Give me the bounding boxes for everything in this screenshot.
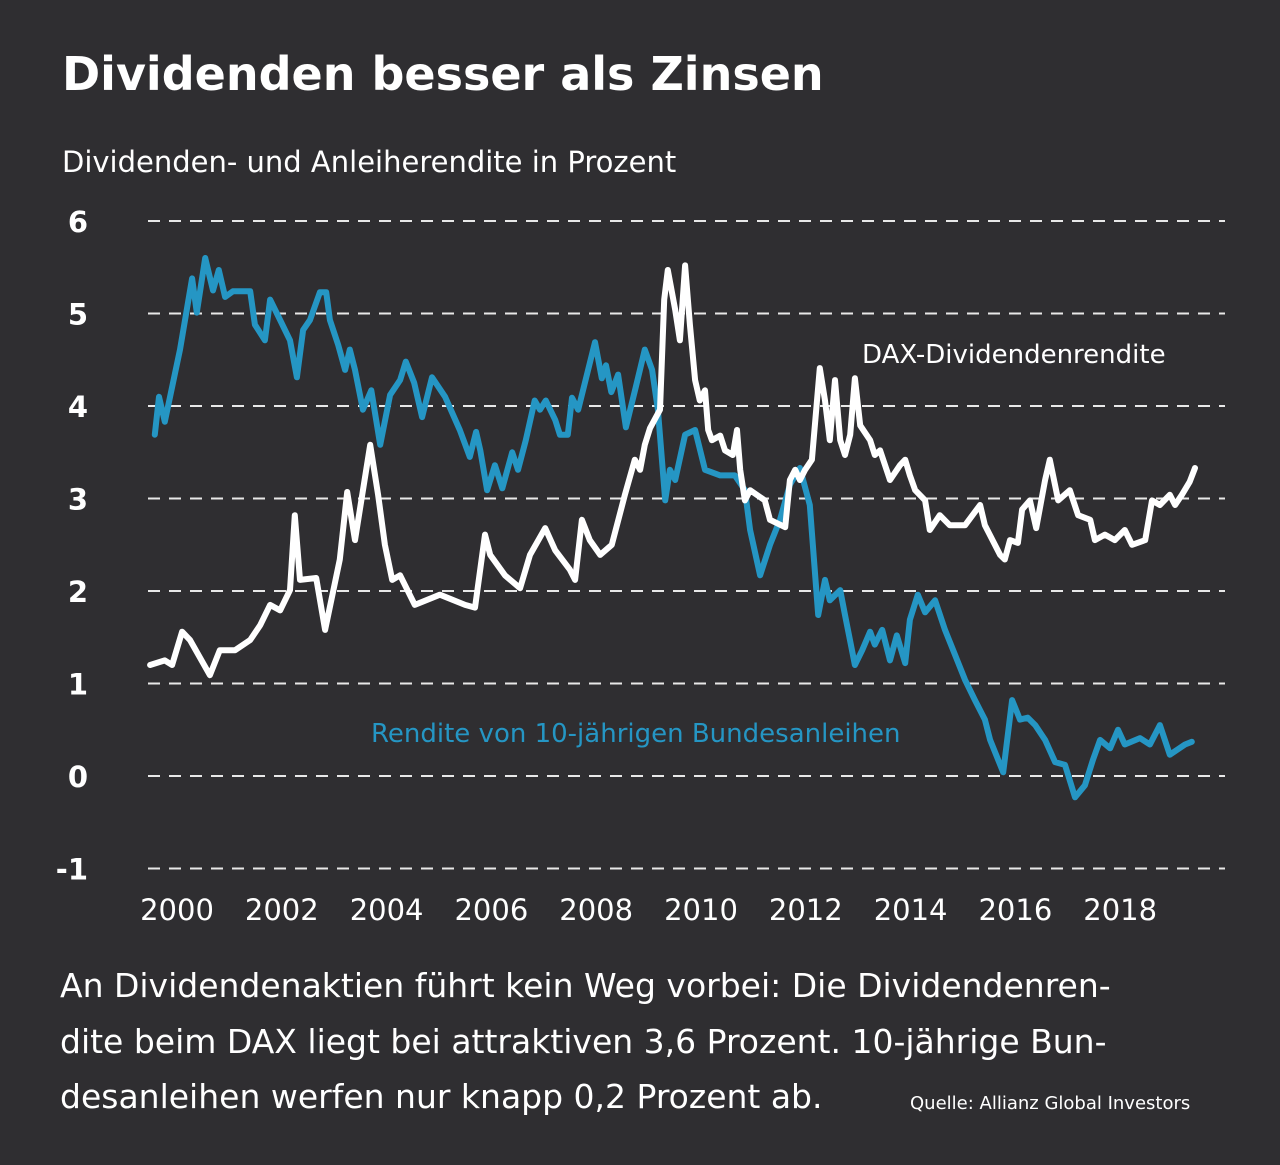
series-lines <box>147 255 1198 801</box>
x-tick-label: 2008 <box>559 893 633 927</box>
x-tick-label: 2004 <box>350 893 424 927</box>
x-tick-label: 2014 <box>874 893 948 927</box>
annotation-dax: DAX-Dividendenrendite <box>862 340 1166 370</box>
x-axis-ticks: 2000 2002 2004 2006 2008 2010 2012 2014 2016 2018 <box>140 893 1157 927</box>
body-line-1: An Dividendenaktien führt kein Weg vorbe… <box>60 966 1111 1005</box>
y-tick-label: 6 <box>68 205 88 239</box>
chart-title: Dividenden besser als Zinsen <box>62 47 824 101</box>
body-line-3: desanleihen werfen nur knapp 0,2 Prozent… <box>60 1077 823 1116</box>
y-axis-ticks: 6 5 4 3 2 1 0 -1 <box>56 205 88 887</box>
chart-subtitle: Dividenden- und Anleiherendite in Prozen… <box>62 145 676 179</box>
x-tick-label: 2018 <box>1083 893 1157 927</box>
source-note: Quelle: Allianz Global Investors <box>910 1093 1190 1114</box>
x-tick-label: 2000 <box>140 893 214 927</box>
annotation-bund: Rendite von 10-jährigen Bundesanleihen <box>371 719 901 749</box>
series-line-bund <box>151 255 1195 801</box>
x-tick-label: 2006 <box>454 893 528 927</box>
y-tick-label: 2 <box>68 575 88 609</box>
y-tick-label: 3 <box>68 483 88 517</box>
y-tick-label: 0 <box>68 760 88 794</box>
x-tick-label: 2010 <box>664 893 738 927</box>
body-line-2: dite beim DAX liegt bei attraktiven 3,6 … <box>60 1022 1107 1061</box>
x-tick-label: 2002 <box>245 893 319 927</box>
y-tick-label: 1 <box>68 668 88 702</box>
x-tick-label: 2012 <box>769 893 843 927</box>
x-tick-label: 2016 <box>978 893 1052 927</box>
y-tick-label: 5 <box>68 298 88 332</box>
y-tick-label: -1 <box>56 853 88 887</box>
y-tick-label: 4 <box>68 390 88 424</box>
series-line-dax <box>147 262 1198 679</box>
